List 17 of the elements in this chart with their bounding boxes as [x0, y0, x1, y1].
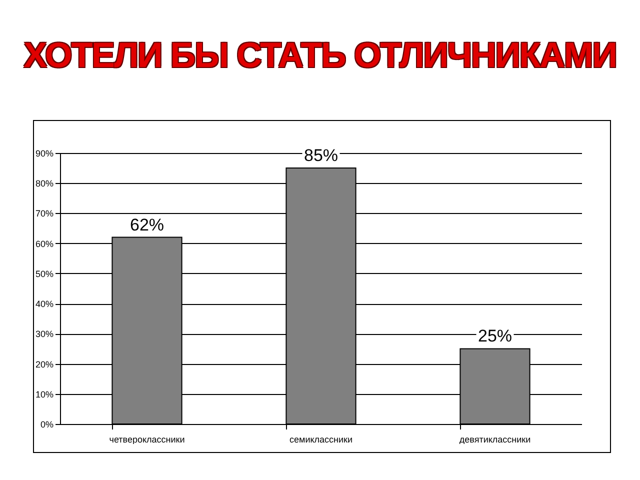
y-tick-label: 90% [35, 148, 54, 158]
y-tick-label: 80% [35, 178, 54, 189]
y-tick-label: 40% [35, 299, 54, 310]
y-tick-label: 20% [35, 359, 54, 370]
x-tick-label: девятиклассники [459, 434, 531, 444]
y-tick-label: 70% [35, 208, 54, 219]
y-tick-label: 60% [35, 238, 54, 249]
chart-title: ХОТЕЛИ БЫ СТАТЬ ОТЛИЧНИКАМИ [22, 36, 618, 76]
x-tick-label: семиклассники [290, 434, 352, 444]
x-tick-label: четвероклассники [109, 434, 185, 444]
data-label: 25% [478, 326, 512, 346]
data-label: 85% [304, 146, 338, 166]
y-tick-label: 50% [35, 268, 54, 279]
data-label: 62% [130, 215, 164, 234]
y-tick-label: 10% [35, 389, 54, 400]
y-tick-label: 0% [40, 420, 54, 430]
y-tick-label: 30% [35, 329, 54, 340]
